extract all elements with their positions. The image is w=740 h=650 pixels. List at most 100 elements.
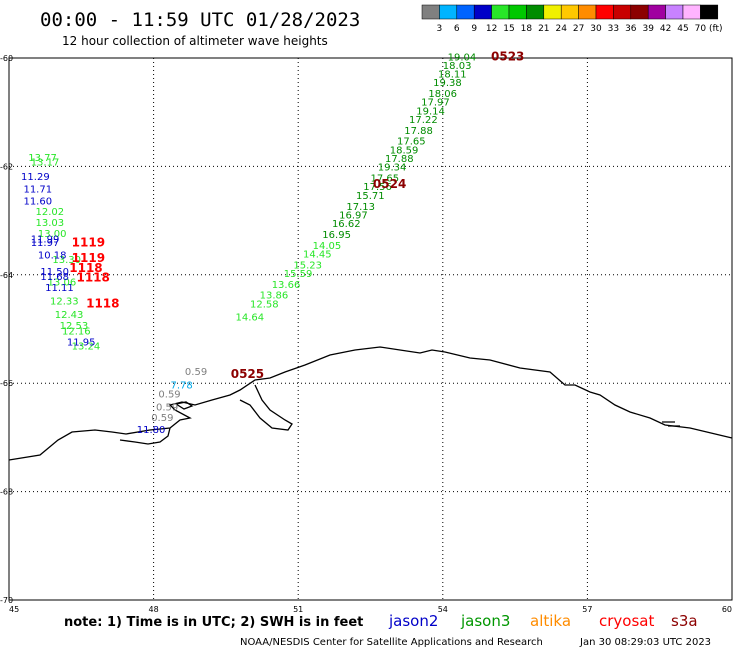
wave-height-label: 19.14 — [416, 106, 445, 117]
legend-swatch — [700, 4, 719, 20]
page-subtitle: 12 hour collection of altimeter wave hei… — [62, 34, 328, 48]
wave-height-label: 14.64 — [236, 312, 265, 323]
wave-height-label: 15.59 — [284, 269, 313, 280]
wave-height-label: 1118 — [86, 296, 119, 310]
satellite-label: jason3 — [460, 612, 510, 630]
lat-tick-label: -64 — [0, 271, 13, 280]
wave-height-label: 13.77 — [28, 153, 57, 164]
wave-height-label: 17.56 — [363, 182, 392, 193]
wave-height-label: 14.05 — [313, 241, 342, 252]
satellite-label: s3a — [671, 612, 698, 630]
wave-height-label: 0.59 — [156, 402, 178, 413]
coastline-bay — [119, 427, 171, 445]
legend-label: 18 — [521, 24, 533, 34]
wave-height-label: 17.13 — [346, 202, 375, 213]
coastline-inlet — [239, 384, 293, 431]
wave-height-label: 13.17 — [31, 157, 60, 168]
wave-height-label: 17.88 — [404, 126, 433, 137]
wave-height-label: 17.65 — [397, 137, 426, 148]
wave-height-label: 16.97 — [339, 210, 368, 221]
wave-height-label: 13.03 — [36, 218, 65, 229]
legend-swatch — [682, 4, 701, 20]
legend-label: 15 — [503, 24, 514, 34]
lat-tick-label: -70 — [0, 596, 13, 605]
legend-swatch — [595, 4, 614, 20]
legend-label: 9 — [471, 24, 477, 34]
map-frame — [8, 57, 733, 601]
lat-tick-label: -68 — [0, 488, 13, 497]
legend-swatch — [473, 4, 492, 20]
pass-time-label: 0525 — [231, 367, 264, 381]
legend-label: 12 — [486, 24, 497, 34]
wave-height-label: 19.04 — [448, 53, 477, 64]
wave-height-label: 13.24 — [72, 342, 101, 353]
legend-swatch — [491, 4, 510, 20]
footer-credit: NOAA/NESDIS Center for Satellite Applica… — [240, 637, 543, 648]
wave-height-label: 11.99 — [31, 234, 60, 245]
satellite-key: jason2 jason3 altika cryosat s3a — [388, 612, 698, 630]
legend-swatch — [526, 4, 545, 20]
wave-height-label: 12.58 — [250, 299, 279, 310]
wave-height-label: 12.16 — [62, 326, 91, 337]
wave-height-label: 0.59 — [185, 367, 207, 378]
lon-tick-label: 54 — [438, 605, 448, 614]
wave-height-label: 11.71 — [23, 184, 52, 195]
legend-swatch — [665, 4, 684, 20]
legend-label: 33 — [608, 24, 619, 34]
wave-height-label: 1119 — [72, 251, 105, 265]
legend-label: 45 — [677, 24, 688, 34]
wave-height-label: 11.97 — [31, 238, 60, 249]
wave-height-label: 15.23 — [293, 260, 322, 271]
lat-tick-label: -60 — [0, 54, 13, 63]
wave-height-label: 17.88 — [385, 154, 414, 165]
wave-height-label: 13.00 — [38, 229, 67, 240]
wave-height-label: 1118 — [76, 270, 109, 284]
wave-height-label: 15.71 — [356, 191, 385, 202]
satellite-label: altika — [530, 612, 571, 630]
wave-height-label: 12.02 — [36, 207, 65, 218]
wave-height-label: 1118 — [69, 261, 102, 275]
wave-height-label: 13.30 — [52, 255, 81, 266]
lat-tick-label: -62 — [0, 162, 13, 171]
legend-swatch — [439, 4, 458, 20]
wave-height-label: 1119 — [72, 236, 105, 250]
wave-height-label: 14.45 — [303, 249, 332, 260]
legend-swatch — [560, 4, 579, 20]
wave-height-label: 12.43 — [55, 310, 84, 321]
wave-height-label: 13.66 — [272, 280, 301, 291]
legend-label: 3 — [437, 24, 443, 34]
wave-height-label: 11.50 — [40, 267, 69, 278]
wave-height-label: 17.65 — [371, 174, 400, 185]
wave-height-label: 11.80 — [137, 425, 166, 436]
wave-height-label: 19.38 — [433, 78, 462, 89]
wave-height-label: 16.62 — [332, 219, 361, 230]
axis-labels: 45 48 51 54 57 60 -60 -62 -64 -66 -68 -70 — [0, 54, 732, 614]
lon-tick-label: 48 — [149, 605, 159, 614]
wave-height-label: 18.11 — [438, 70, 467, 81]
legend-swatch — [578, 4, 597, 20]
legend-label: 39 — [642, 24, 654, 34]
wave-height-label: 0.59 — [151, 413, 173, 424]
wave-height-label: 16.95 — [322, 230, 351, 241]
wave-height-label: 11.11 — [45, 283, 74, 294]
graticule — [9, 58, 732, 600]
lon-tick-label: 45 — [9, 605, 19, 614]
legend-label: 42 — [660, 24, 671, 34]
wave-height-label: 19.34 — [378, 163, 407, 174]
color-legend: 3 6 9 12 15 18 21 24 27 30 33 36 39 42 45 70 — [421, 4, 719, 34]
legend-swatch — [421, 4, 440, 20]
wave-height-label: 7.78 — [170, 381, 192, 392]
ice-shelf-fragment — [662, 421, 680, 427]
legend-label: 36 — [625, 24, 637, 34]
legend-swatch — [456, 4, 475, 20]
time-labels: 0523 0524 0525 — [231, 50, 525, 381]
wave-height-label: 11.68 — [40, 272, 69, 283]
lat-tick-label: -66 — [0, 379, 13, 388]
wave-height-label: 18.06 — [428, 89, 457, 100]
footer-note: note: 1) Time is in UTC; 2) SWH is in fe… — [64, 615, 363, 630]
legend-label: 24 — [555, 24, 567, 34]
legend-label: 6 — [454, 24, 460, 34]
pass-time-label: 0523 — [491, 50, 524, 64]
wave-height-label: 18.03 — [443, 61, 472, 72]
